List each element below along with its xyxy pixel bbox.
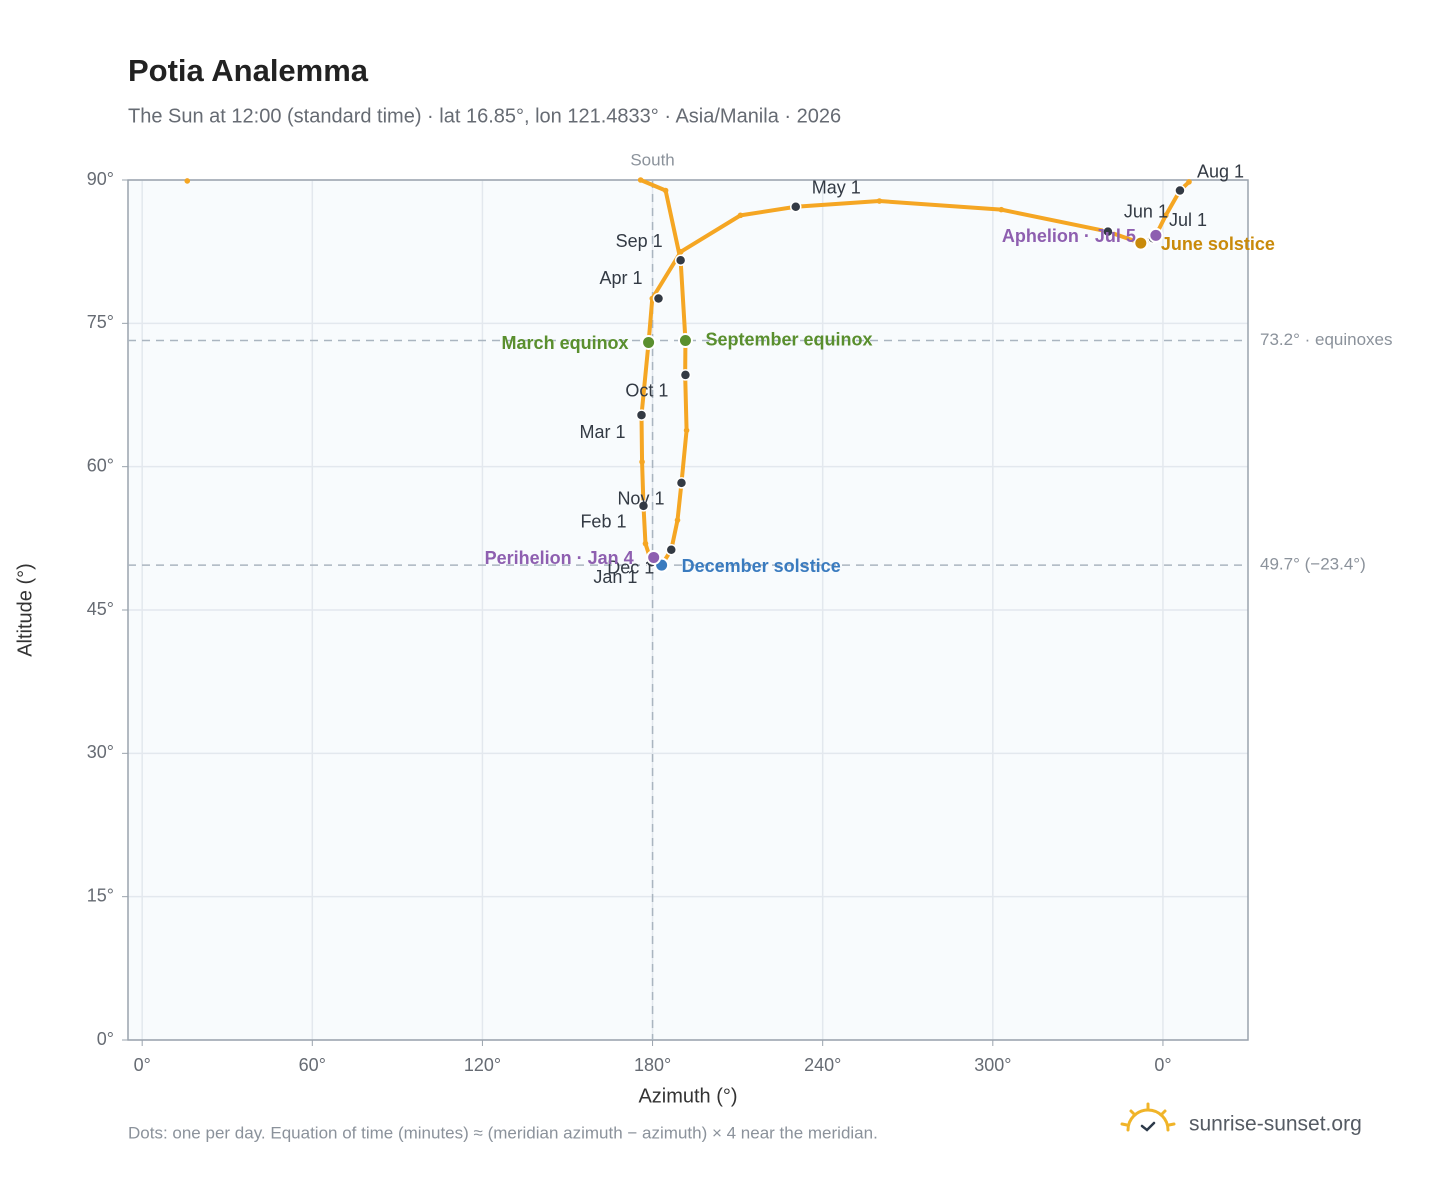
event-dot	[641, 334, 657, 350]
event-label: September equinox	[705, 329, 872, 349]
x-tick-label: 120°	[464, 1055, 501, 1075]
month-dot	[637, 500, 650, 512]
y-tick-label: 15°	[87, 885, 114, 905]
day-dot	[637, 177, 644, 183]
y-tick-label: 0°	[97, 1029, 114, 1049]
month-label: Apr 1	[599, 268, 642, 288]
event-label: June solstice	[1161, 234, 1275, 254]
month-label: Jun 1	[1124, 201, 1168, 221]
meridian-label: South	[630, 150, 674, 169]
event-dot	[1148, 227, 1164, 243]
month-label: Jul 1	[1169, 210, 1207, 230]
y-tick-label: 90°	[87, 169, 114, 189]
month-label: Oct 1	[625, 381, 668, 401]
day-dot	[184, 178, 191, 184]
x-tick-label: 0°	[1154, 1055, 1171, 1075]
month-label: Dec 1	[607, 558, 654, 578]
brand-logo	[1120, 1102, 1176, 1132]
month-dot	[665, 544, 678, 556]
month-label: Mar 1	[579, 422, 625, 442]
month-label: May 1	[812, 178, 861, 198]
month-label: Aug 1	[1197, 161, 1244, 181]
month-dot	[1102, 225, 1114, 238]
month-dot	[1174, 184, 1186, 197]
day-dot	[1186, 179, 1192, 185]
x-tick-label: 0°	[134, 1055, 151, 1075]
x-tick-label: 240°	[804, 1055, 841, 1075]
event-label: Aphelion · Jul 5	[1002, 226, 1136, 246]
day-dot	[639, 459, 645, 465]
x-tick-label: 300°	[974, 1055, 1011, 1075]
event-dot	[1133, 235, 1149, 251]
day-dot	[1162, 212, 1169, 219]
month-dot	[635, 409, 648, 421]
event-label: March equinox	[502, 333, 629, 353]
reference-label: 49.7° (−23.4°)	[1260, 555, 1366, 574]
event-dot	[646, 549, 662, 565]
month-label: Sep 1	[616, 231, 663, 251]
y-axis-title: Altitude (°)	[14, 563, 36, 657]
day-dot	[678, 248, 684, 255]
month-dot	[679, 369, 692, 381]
chart-title: Potia Analemma	[128, 53, 369, 88]
x-axis-title: Azimuth (°)	[638, 1085, 737, 1107]
day-dot	[737, 212, 744, 219]
month-label: Jan 1	[593, 567, 637, 587]
footnote: Dots: one per day. Equation of time (min…	[128, 1123, 878, 1142]
y-tick-label: 75°	[87, 312, 114, 332]
brand-name: sunrise-sunset.org	[1189, 1113, 1362, 1136]
day-dot	[642, 540, 649, 547]
month-dot	[674, 254, 687, 267]
y-tick-label: 30°	[87, 742, 114, 762]
event-dot	[677, 333, 693, 349]
y-tick-label: 45°	[87, 599, 114, 619]
day-dot	[998, 206, 1005, 213]
month-dot	[652, 292, 665, 305]
day-dot	[683, 427, 690, 434]
reference-label: 73.2° · equinoxes	[1260, 330, 1393, 349]
chart-subtitle: The Sun at 12:00 (standard time) · lat 1…	[128, 105, 841, 127]
day-dot	[662, 187, 669, 194]
x-tick-label: 60°	[299, 1055, 326, 1075]
y-tick-label: 60°	[87, 455, 114, 475]
day-dot	[674, 517, 681, 523]
month-label: Feb 1	[580, 512, 626, 532]
month-dot	[789, 201, 802, 213]
x-tick-label: 180°	[634, 1055, 671, 1075]
month-label: Nov 1	[617, 489, 664, 509]
day-dot	[876, 198, 883, 204]
event-label: December solstice	[682, 556, 841, 576]
event-label: Perihelion · Jan 4	[485, 548, 634, 568]
month-dot	[675, 477, 688, 489]
